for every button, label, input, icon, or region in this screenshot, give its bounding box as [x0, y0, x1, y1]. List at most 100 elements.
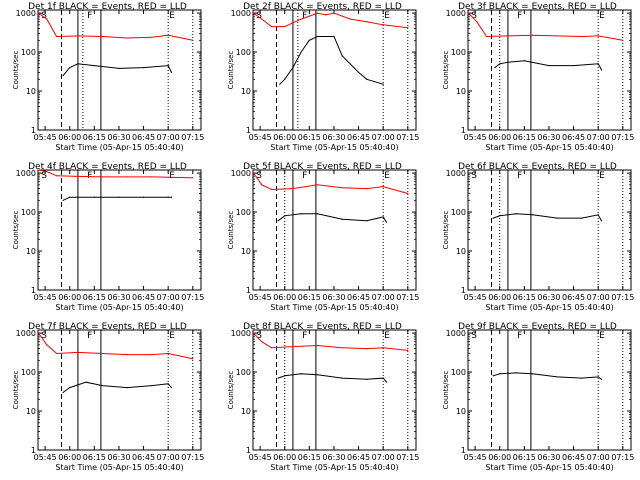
data-point-events	[515, 372, 517, 374]
data-point-events	[341, 55, 343, 57]
data-point-events	[69, 196, 71, 198]
x-tick-label: 07:15	[396, 453, 419, 462]
x-tick-label: 07:00	[372, 453, 395, 462]
x-tick-label: 06:30	[537, 453, 560, 462]
data-point-lld	[55, 352, 58, 355]
data-point-events	[341, 377, 343, 379]
data-point-lld	[126, 354, 128, 356]
data-point-events	[277, 377, 279, 379]
x-axis-label: Start Time (05-Apr-15 05:40:40)	[55, 303, 183, 312]
data-point-events	[341, 218, 343, 220]
plot-frame	[37, 9, 202, 131]
data-point-lld	[37, 12, 40, 14]
data-point-events	[69, 386, 71, 389]
x-axis-label: Start Time (05-Apr-15 05:40:40)	[270, 303, 398, 312]
plot-frame	[252, 9, 417, 131]
data-point-lld	[270, 188, 273, 191]
data-point-events	[93, 64, 95, 67]
x-tick-label: 06:30	[537, 133, 560, 142]
marker-E: E	[384, 331, 390, 341]
x-tick-label: 06:15	[513, 133, 536, 142]
x-tick-label: 06:30	[107, 453, 130, 462]
y-tick-label: 10	[241, 247, 251, 256]
plot-frame	[467, 329, 632, 451]
y-tick-label: 100	[236, 368, 251, 377]
data-point-lld	[382, 186, 384, 188]
data-point-events	[572, 64, 575, 67]
x-tick-label: 06:00	[58, 293, 81, 302]
y-tick-label: 1000	[446, 169, 466, 178]
data-point-lld	[325, 14, 327, 16]
marker-E: E	[169, 11, 175, 21]
data-point-lld	[252, 172, 255, 174]
data-point-events	[366, 378, 368, 380]
data-point-events	[556, 217, 558, 219]
data-point-events	[382, 216, 384, 218]
data-point-events	[492, 217, 494, 219]
data-point-events	[300, 51, 302, 53]
data-point-events	[292, 66, 294, 69]
y-axis-label: Counts/sec	[442, 51, 450, 90]
chart-panel-4: Det 4f BLACK = Events, RED = LLD 1 10 100 10…	[12, 162, 204, 312]
data-point-lld	[55, 35, 58, 38]
data-point-lld	[77, 35, 79, 37]
y-tick-label: 1	[31, 126, 36, 135]
data-point-events	[492, 375, 494, 377]
x-tick-label: 05:45	[249, 453, 272, 462]
marker-S: S	[256, 331, 262, 341]
marker-F: F	[87, 11, 92, 21]
data-point-events	[300, 213, 302, 215]
data-point-lld	[341, 187, 343, 189]
y-axis-label: Counts/sec	[12, 371, 20, 410]
data-point-lld	[531, 34, 534, 36]
data-point-events	[333, 35, 335, 38]
y-axis-label: Counts/sec	[12, 51, 20, 90]
data-point-lld	[270, 347, 273, 349]
x-axis-label: Start Time (05-Apr-15 05:40:40)	[485, 303, 613, 312]
data-point-events	[531, 214, 534, 216]
data-point-lld	[467, 12, 470, 14]
data-point-events	[101, 384, 104, 387]
y-axis-label: Counts/sec	[442, 371, 450, 410]
x-tick-label: 07:15	[611, 293, 634, 302]
plot-frame	[252, 169, 417, 291]
series-line-events	[278, 373, 387, 383]
chart-panel-1: Det 1f BLACK = Events, RED = LLD 1 10 100 10…	[12, 2, 204, 152]
data-point-lld	[37, 169, 40, 171]
y-tick-label: 100	[451, 48, 466, 57]
data-point-events	[499, 63, 501, 65]
y-tick-label: 100	[236, 208, 251, 217]
chart-title: Det 8f BLACK = Events, RED = LLD	[243, 322, 402, 332]
marker-S: S	[471, 171, 477, 181]
data-point-lld	[46, 170, 48, 173]
x-tick-label: 05:45	[34, 293, 57, 302]
y-axis-label: Counts/sec	[227, 51, 235, 90]
x-tick-label: 06:15	[83, 453, 106, 462]
chart-title: Det 7f BLACK = Events, RED = LLD	[28, 322, 187, 332]
y-tick-label: 1000	[16, 9, 36, 18]
data-point-events	[167, 383, 169, 385]
x-tick-label: 06:30	[537, 293, 560, 302]
data-point-events	[507, 61, 509, 63]
data-point-events	[382, 83, 384, 85]
x-tick-label: 06:15	[83, 133, 106, 142]
x-tick-label: 07:15	[611, 453, 634, 462]
data-point-events	[69, 66, 71, 69]
x-tick-label: 06:00	[273, 453, 296, 462]
data-point-lld	[556, 35, 558, 37]
y-tick-label: 10	[26, 247, 36, 256]
chart-title: Det 3f BLACK = Events, RED = LLD	[458, 2, 617, 12]
x-tick-label: 05:45	[249, 293, 272, 302]
x-tick-label: 07:15	[181, 293, 204, 302]
data-point-events	[284, 375, 286, 377]
data-point-lld	[252, 12, 255, 14]
data-point-events	[142, 66, 145, 69]
data-point-events	[581, 377, 583, 379]
marker-E: E	[599, 171, 605, 181]
y-tick-label: 100	[451, 368, 466, 377]
x-tick-label: 05:45	[34, 133, 57, 142]
data-point-lld	[126, 176, 128, 178]
y-tick-label: 10	[241, 87, 251, 96]
y-tick-label: 100	[21, 48, 36, 57]
